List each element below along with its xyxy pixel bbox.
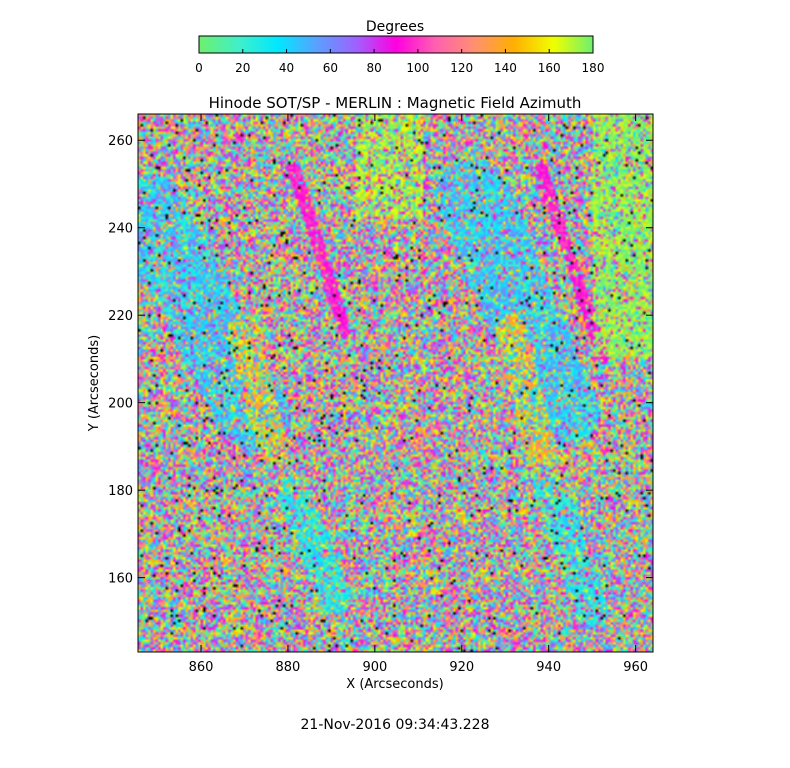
y-tick-label: 180 bbox=[108, 484, 133, 499]
x-tick-label: 880 bbox=[276, 660, 301, 675]
x-tick-label: 920 bbox=[449, 660, 474, 675]
y-tick-label: 160 bbox=[108, 572, 133, 587]
y-axis-ticks: 160 180 200 220 240 260 bbox=[108, 134, 653, 587]
colorbar-tick-label: 100 bbox=[406, 61, 429, 75]
x-axis-ticks: 860 880 900 920 940 960 bbox=[189, 114, 648, 675]
azimuth-heatmap bbox=[138, 114, 653, 652]
colorbar bbox=[198, 35, 594, 54]
colorbar-tick-label: 80 bbox=[366, 61, 381, 75]
y-axis-label: Y (Arcseconds) bbox=[87, 335, 102, 432]
plot-frame bbox=[137, 113, 654, 653]
y-tick-label: 220 bbox=[108, 309, 133, 324]
x-tick-label: 900 bbox=[362, 660, 387, 675]
x-axis-label: X (Arcseconds) bbox=[346, 677, 443, 692]
y-tick-label: 260 bbox=[108, 134, 133, 149]
x-tick-label: 940 bbox=[536, 660, 561, 675]
colorbar-tick-label: 140 bbox=[494, 61, 517, 75]
y-tick-label: 200 bbox=[108, 397, 133, 412]
y-tick-label: 240 bbox=[108, 222, 133, 237]
colorbar-tick-label: 160 bbox=[538, 61, 561, 75]
colorbar-tick-label: 40 bbox=[279, 61, 294, 75]
x-tick-label: 960 bbox=[623, 660, 648, 675]
colorbar-tick-label: 60 bbox=[323, 61, 338, 75]
colorbar-label: Degrees bbox=[366, 19, 424, 35]
colorbar-tick-label: 0 bbox=[195, 61, 203, 75]
colorbar-tick-label: 20 bbox=[235, 61, 250, 75]
colorbar-ticks: 0 20 40 60 80 100 120 140 160 180 bbox=[195, 49, 604, 75]
x-tick-label: 860 bbox=[189, 660, 214, 675]
timestamp: 21-Nov-2016 09:34:43.228 bbox=[301, 717, 490, 733]
chart-title: Hinode SOT/SP - MERLIN : Magnetic Field … bbox=[209, 94, 582, 112]
colorbar-tick-label: 120 bbox=[450, 61, 473, 75]
colorbar-tick-label: 180 bbox=[582, 61, 605, 75]
